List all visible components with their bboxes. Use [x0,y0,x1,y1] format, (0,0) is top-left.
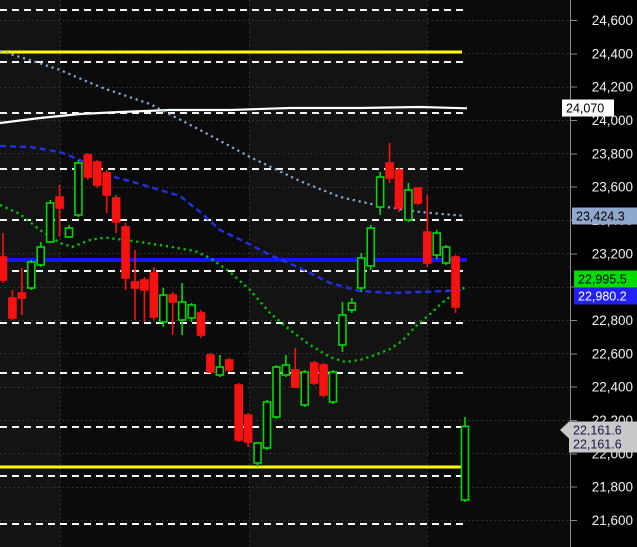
ma-lightblue-value-tag: 23,424.3 [576,210,625,224]
y-axis-tick-label: 23,200 [592,246,633,261]
candle-body-up [187,304,196,319]
candle-body-up [262,401,272,449]
candle-body-down [0,256,8,281]
candle-body-down [17,292,27,299]
y-axis-tick-label: 24,600 [592,13,633,28]
ma-white-line [0,105,468,125]
candle-body-up [460,425,470,501]
candle-body-up [441,246,451,264]
candle-body-up [366,227,376,267]
candle-body-down [243,414,253,443]
candle-body-down [290,369,300,388]
candle-body-up [158,294,168,323]
level-price-tag-box [569,435,637,453]
session-band [249,0,427,547]
candle-body-up [281,364,291,376]
candle-body-up [215,366,225,376]
candle-body-down [121,226,130,279]
candle-body-up [432,232,442,256]
candle-body-down [83,154,93,178]
candle-body-down [394,169,404,209]
candle-body-down [140,279,149,291]
y-axis-tick-label: 23,800 [592,146,633,161]
candle-body-down [8,297,17,319]
candle-body-down [319,364,328,396]
candle-body-up [64,227,74,238]
candle-body-up [338,314,347,346]
candle-body-down [102,172,112,196]
y-axis-tick-label: 22,400 [592,380,633,395]
ma-white-value-tag: 24,070 [566,102,604,116]
candle-body-down [111,197,121,223]
y-axis-tick-label: 22,800 [592,313,633,328]
candle-body-down [168,294,178,303]
candle-body-down [385,162,394,179]
ma-green-value-tag-box [574,270,637,288]
y-axis-tick-label: 21,800 [592,480,633,495]
session-band [427,0,570,547]
candle-body-up [300,371,310,406]
candle-body-up [36,246,46,266]
ma-lightblue-value-tag-box [572,207,637,225]
last-price-tag-pointer [560,421,637,439]
candle-body-down [309,362,319,384]
ma-blue-line [0,144,466,295]
ma-blue-value-tag-box [574,287,637,305]
ma-white-value-tag-box [562,99,614,117]
candle-body-down [92,161,102,186]
y-axis-tick-label: 24,400 [592,46,633,61]
candle-body-up [328,371,338,403]
candle-body-up [404,189,413,221]
candle-body-up [26,261,36,289]
y-axis-tick-label: 21,600 [592,513,633,528]
candle-body-down [224,359,234,371]
candle-body-up [375,176,385,208]
candle-body-down [196,312,206,336]
candle-body-up [356,257,366,289]
y-axis-tick-label: 23,600 [592,180,633,195]
ma-blue-value-tag: 22,980.2 [578,290,627,304]
candle-body-down [422,231,432,264]
candle-body-down [234,384,244,441]
candle-body-up [347,302,357,311]
y-axis-tick-label: 24,200 [592,80,633,95]
candle-body-down [206,354,215,373]
y-axis-tick-label: 24,000 [592,113,633,128]
candle-body-down [55,196,64,209]
level-price-tag: 22,161.6 [573,438,622,452]
y-axis-tick-label: 22,600 [592,346,633,361]
candle-body-down [451,256,460,308]
candle-body-up [45,202,55,243]
candle-body-down [413,187,423,204]
last-price-tag: 22,161.6 [573,424,622,438]
candle-body-down [130,281,140,289]
ma-green-value-tag: 22,995.5 [578,273,627,287]
candle-body-up [253,442,262,464]
candle-body-down [149,272,159,318]
candle-body-up [74,162,83,216]
candle-body-up [177,301,187,321]
ma-green-line [0,203,466,364]
candle-body-up [272,366,281,418]
